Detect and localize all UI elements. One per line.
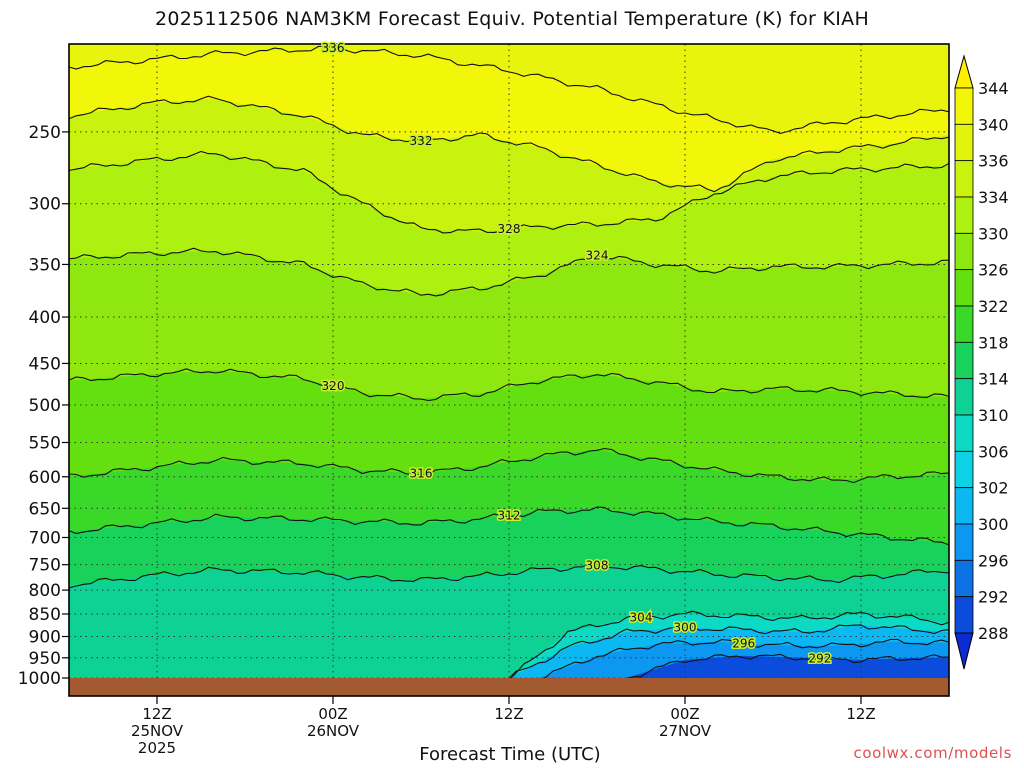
contour-line	[69, 368, 949, 402]
colorbar-segment	[954, 523, 974, 561]
contour-label: 300	[674, 621, 697, 635]
contour-label: 296	[732, 636, 755, 650]
y-tick-label: 1000	[18, 669, 61, 689]
colorbar-segment	[954, 378, 974, 416]
y-tick-label: 350	[29, 255, 61, 275]
colorbar-label: 314	[978, 370, 1009, 389]
contour-label: 320	[322, 379, 345, 393]
contour-line	[69, 562, 949, 589]
ground-band	[69, 678, 949, 696]
y-axis: 2503003504004505005506006507007508008509…	[18, 123, 69, 689]
contour-label: 328	[498, 222, 521, 236]
colorbar-label: 300	[978, 515, 1009, 534]
colorbar-top-arrow	[954, 54, 974, 89]
colorbar-segment	[954, 232, 974, 271]
colorbar-label: 334	[978, 188, 1009, 207]
colorbar-label: 296	[978, 551, 1009, 570]
colorbar-segment	[954, 559, 974, 598]
contour-label: 324	[586, 248, 609, 262]
y-tick-label: 450	[29, 354, 61, 374]
x-tick-label: 25NOV	[131, 722, 184, 740]
colorbar-label: 336	[978, 152, 1009, 171]
field-band	[626, 655, 949, 678]
chart-title: 2025112506 NAM3KM Forecast Equiv. Potent…	[154, 8, 870, 30]
colorbar-label: 330	[978, 224, 1009, 243]
colorbar-segment	[954, 450, 974, 489]
colorbar-bottom-arrow	[954, 632, 974, 670]
x-tick-label: 12Z	[846, 705, 875, 723]
colorbar-label: 292	[978, 588, 1009, 607]
contour-line	[69, 447, 949, 484]
colorbar: 344 340 336 334 330 326 322 318 314 310 306 302 300 2…	[954, 54, 1009, 670]
contour-label: 292	[808, 651, 831, 665]
grid-lines	[69, 44, 949, 679]
temperature-field	[69, 44, 949, 679]
colorbar-label: 322	[978, 297, 1009, 316]
colorbar-segment	[954, 487, 974, 525]
colorbar-segment	[954, 87, 974, 125]
y-tick-label: 750	[29, 556, 61, 576]
colorbar-segment	[954, 596, 974, 634]
x-tick-label: 27NOV	[659, 722, 712, 740]
y-tick-label: 650	[29, 499, 61, 519]
x-tick-label: 00Z	[318, 705, 347, 723]
contour-label: 316	[410, 466, 433, 480]
contour-line	[69, 95, 949, 193]
colorbar-segment	[954, 123, 974, 162]
credit-text: coolwx.com/models	[853, 744, 1012, 762]
colorbar-segment	[954, 414, 974, 452]
contour-label: 304	[630, 610, 653, 624]
colorbar-label: 344	[978, 79, 1009, 98]
contour-line	[542, 638, 949, 678]
contour-line	[508, 624, 949, 678]
colorbar-label: 302	[978, 479, 1009, 498]
y-tick-label: 800	[29, 581, 61, 601]
x-tick-label: 12Z	[142, 705, 171, 723]
colorbar-label: 306	[978, 442, 1009, 461]
y-tick-label: 250	[29, 123, 61, 143]
contour-labels: 336 332 328 324 320 316 312 308 304 300 296 292	[320, 39, 833, 666]
colorbar-label: 326	[978, 261, 1009, 280]
y-tick-label: 550	[29, 433, 61, 453]
colorbar-label: 340	[978, 115, 1009, 134]
colorbar-segment	[954, 269, 974, 307]
contour-line	[626, 653, 949, 678]
y-tick-label: 950	[29, 649, 61, 669]
y-tick-label: 300	[29, 195, 61, 215]
y-tick-label: 400	[29, 308, 61, 328]
contour-label: 312	[498, 509, 521, 523]
x-tick-label: 00Z	[670, 705, 699, 723]
y-tick-label: 500	[29, 396, 61, 416]
y-tick-label: 700	[29, 528, 61, 548]
colorbar-segment	[954, 160, 974, 198]
contour-line	[69, 506, 949, 546]
contour-label: 308	[586, 559, 609, 573]
x-tick-label: 12Z	[494, 705, 523, 723]
y-tick-label: 900	[29, 627, 61, 647]
contour-label: 336	[322, 41, 345, 55]
colorbar-segment	[954, 341, 974, 380]
colorbar-segment	[954, 305, 974, 343]
x-tick-label: 26NOV	[307, 722, 360, 740]
x-axis-title: Forecast Time (UTC)	[419, 744, 601, 765]
x-tick-label: 2025	[138, 739, 176, 757]
contour-line	[510, 610, 949, 678]
y-tick-label: 600	[29, 468, 61, 488]
colorbar-label: 310	[978, 406, 1009, 425]
colorbar-segment	[954, 196, 974, 234]
contour-lines	[69, 45, 949, 678]
colorbar-label: 288	[978, 624, 1009, 643]
contour-label: 332	[410, 134, 433, 148]
y-tick-label: 850	[29, 605, 61, 625]
colorbar-label: 318	[978, 333, 1009, 352]
